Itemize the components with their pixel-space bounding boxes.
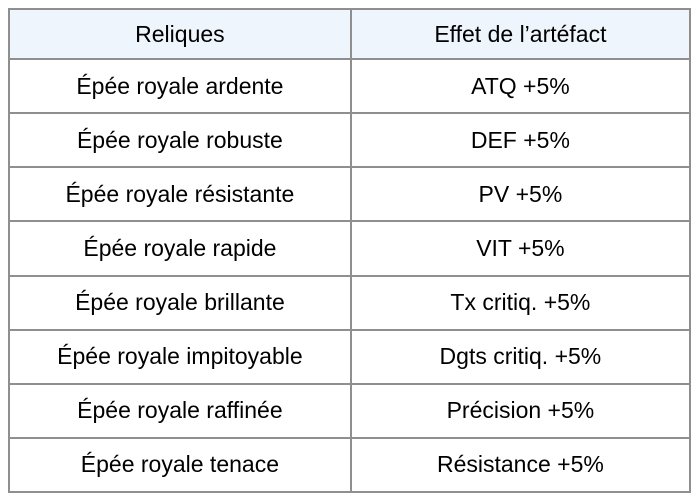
column-header-reliques: Reliques <box>8 8 352 60</box>
table-row: Épée royale résistante PV +5% <box>8 166 692 223</box>
table-row: Épée royale brillante Tx critiq. +5% <box>8 274 692 331</box>
table-row: Épée royale ardente ATQ +5% <box>8 57 692 115</box>
table-body: Épée royale ardente ATQ +5% Épée royale … <box>8 57 692 494</box>
relics-table: Reliques Effet de l’artéfact Épée royale… <box>8 8 692 494</box>
table-row: Épée royale impitoyable Dgts critiq. +5% <box>8 328 692 385</box>
effect-cell: Tx critiq. +5% <box>349 274 692 331</box>
table-row: Épée royale raffinée Précision +5% <box>8 382 692 439</box>
effect-cell: DEF +5% <box>349 112 692 169</box>
header-row: Reliques Effet de l’artéfact <box>8 8 692 60</box>
relic-name-cell: Épée royale brillante <box>8 274 352 331</box>
relic-name-cell: Épée royale robuste <box>8 112 352 169</box>
relic-name-cell: Épée royale résistante <box>8 166 352 223</box>
relic-name-cell: Épée royale impitoyable <box>8 328 352 385</box>
effect-cell: Dgts critiq. +5% <box>349 328 692 385</box>
effect-cell: PV +5% <box>349 166 692 223</box>
relic-name-cell: Épée royale rapide <box>8 220 352 277</box>
effect-cell: Résistance +5% <box>349 436 692 494</box>
column-header-effet: Effet de l’artéfact <box>349 8 692 60</box>
table-row: Épée royale tenace Résistance +5% <box>8 436 692 494</box>
relic-name-cell: Épée royale tenace <box>8 436 352 494</box>
effect-cell: VIT +5% <box>349 220 692 277</box>
relic-name-cell: Épée royale raffinée <box>8 382 352 439</box>
table-row: Épée royale robuste DEF +5% <box>8 112 692 169</box>
table-row: Épée royale rapide VIT +5% <box>8 220 692 277</box>
relic-name-cell: Épée royale ardente <box>8 57 352 115</box>
effect-cell: Précision +5% <box>349 382 692 439</box>
effect-cell: ATQ +5% <box>349 57 692 115</box>
table-header: Reliques Effet de l’artéfact <box>8 8 692 60</box>
